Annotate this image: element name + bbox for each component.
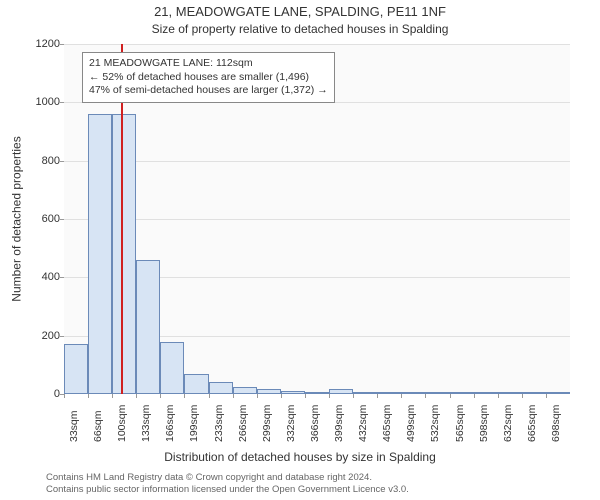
chart-title-main: 21, MEADOWGATE LANE, SPALDING, PE11 1NF <box>0 4 600 19</box>
x-tick-mark <box>377 394 378 398</box>
annotation-line: 21 MEADOWGATE LANE: 112sqm <box>89 57 328 71</box>
histogram-bar <box>474 392 498 394</box>
histogram-bar <box>112 114 136 394</box>
grid-line <box>64 161 570 162</box>
x-tick-mark <box>546 394 547 398</box>
histogram-bar <box>305 392 329 394</box>
x-tick-mark <box>136 394 137 398</box>
y-tick-label: 1200 <box>26 38 60 50</box>
x-tick-label: 532sqm <box>429 405 441 442</box>
histogram-bar <box>498 392 522 394</box>
grid-line <box>64 44 570 45</box>
x-tick-label: 233sqm <box>213 405 225 442</box>
y-tick-label: 800 <box>26 155 60 167</box>
x-tick-label: 598sqm <box>478 405 490 442</box>
attribution-line-1: Contains HM Land Registry data © Crown c… <box>46 472 409 484</box>
x-tick-mark <box>112 394 113 398</box>
x-tick-mark <box>353 394 354 398</box>
histogram-bar <box>377 392 401 394</box>
histogram-bar <box>522 392 546 394</box>
histogram-bar <box>281 391 305 395</box>
chart-container: 21, MEADOWGATE LANE, SPALDING, PE11 1NF … <box>0 0 600 500</box>
x-tick-mark <box>64 394 65 398</box>
x-tick-mark <box>305 394 306 398</box>
annotation-line: 47% of semi-detached houses are larger (… <box>89 84 328 98</box>
x-tick-mark <box>498 394 499 398</box>
x-tick-label: 33sqm <box>68 410 80 442</box>
annotation-box: 21 MEADOWGATE LANE: 112sqm← 52% of detac… <box>82 52 335 103</box>
attribution-line-2: Contains public sector information licen… <box>46 484 409 496</box>
histogram-bar <box>136 260 160 394</box>
y-tick-mark <box>60 161 64 162</box>
x-axis-label: Distribution of detached houses by size … <box>0 450 600 464</box>
y-tick-mark <box>60 336 64 337</box>
x-tick-label: 66sqm <box>92 410 104 442</box>
x-tick-label: 665sqm <box>526 405 538 442</box>
histogram-bar <box>209 382 233 394</box>
x-tick-mark <box>450 394 451 398</box>
histogram-bar <box>329 389 353 394</box>
x-tick-label: 199sqm <box>188 405 200 442</box>
x-tick-mark <box>474 394 475 398</box>
x-tick-label: 465sqm <box>381 405 393 442</box>
y-tick-label: 600 <box>26 213 60 225</box>
attribution-text: Contains HM Land Registry data © Crown c… <box>46 472 409 496</box>
x-tick-mark <box>425 394 426 398</box>
x-tick-label: 632sqm <box>502 405 514 442</box>
x-tick-label: 133sqm <box>140 405 152 442</box>
histogram-bar <box>353 392 377 394</box>
x-tick-mark <box>401 394 402 398</box>
histogram-bar <box>401 392 425 394</box>
y-tick-mark <box>60 277 64 278</box>
x-tick-label: 698sqm <box>550 405 562 442</box>
x-tick-label: 100sqm <box>116 405 128 442</box>
x-tick-mark <box>257 394 258 398</box>
x-tick-mark <box>281 394 282 398</box>
chart-title-sub: Size of property relative to detached ho… <box>0 22 600 36</box>
histogram-bar <box>546 392 570 394</box>
x-tick-label: 366sqm <box>309 405 321 442</box>
y-tick-mark <box>60 44 64 45</box>
y-tick-label: 0 <box>26 388 60 400</box>
x-tick-mark <box>209 394 210 398</box>
x-tick-label: 266sqm <box>237 405 249 442</box>
x-tick-label: 565sqm <box>454 405 466 442</box>
annotation-line: ← 52% of detached houses are smaller (1,… <box>89 71 328 85</box>
y-axis-label: Number of detached properties <box>10 44 24 394</box>
y-tick-label: 400 <box>26 271 60 283</box>
x-tick-label: 432sqm <box>357 405 369 442</box>
histogram-bar <box>233 387 257 394</box>
x-tick-label: 332sqm <box>285 405 297 442</box>
x-tick-label: 166sqm <box>164 405 176 442</box>
histogram-bar <box>450 392 474 394</box>
y-tick-mark <box>60 219 64 220</box>
histogram-bar <box>257 389 281 394</box>
y-tick-mark <box>60 102 64 103</box>
x-tick-mark <box>522 394 523 398</box>
x-tick-mark <box>233 394 234 398</box>
histogram-bar <box>425 392 449 394</box>
x-tick-label: 299sqm <box>261 405 273 442</box>
histogram-bar <box>88 114 112 394</box>
x-tick-label: 399sqm <box>333 405 345 442</box>
histogram-bar <box>184 374 208 394</box>
grid-line <box>64 219 570 220</box>
histogram-bar <box>160 342 184 395</box>
x-tick-mark <box>160 394 161 398</box>
y-tick-label: 200 <box>26 330 60 342</box>
x-tick-label: 499sqm <box>405 405 417 442</box>
y-tick-label: 1000 <box>26 96 60 108</box>
x-tick-mark <box>329 394 330 398</box>
plot-area: 21 MEADOWGATE LANE: 112sqm← 52% of detac… <box>64 44 570 394</box>
x-tick-mark <box>184 394 185 398</box>
x-tick-mark <box>88 394 89 398</box>
histogram-bar <box>64 344 88 394</box>
